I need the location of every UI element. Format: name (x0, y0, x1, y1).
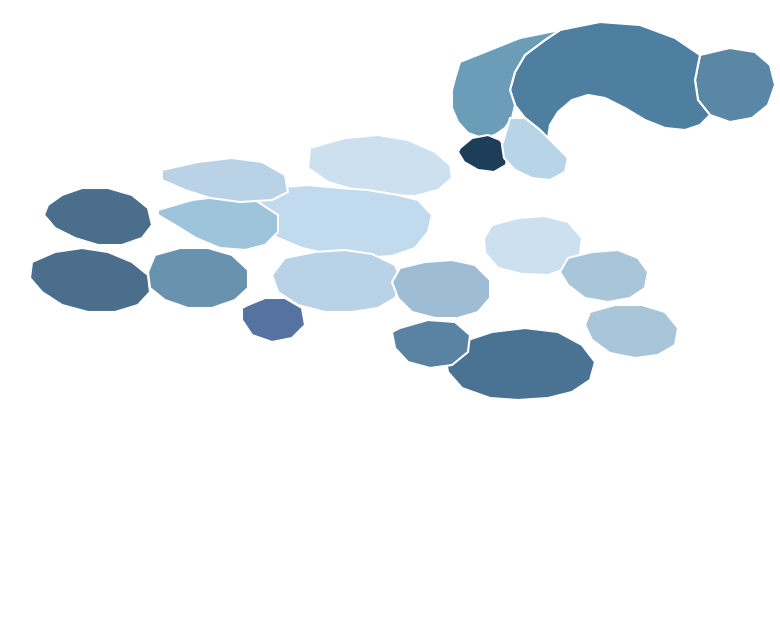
Polygon shape (585, 305, 678, 358)
Polygon shape (392, 320, 470, 368)
Polygon shape (308, 135, 452, 196)
Polygon shape (502, 118, 568, 180)
Polygon shape (510, 22, 710, 138)
Polygon shape (30, 248, 150, 312)
Polygon shape (392, 260, 490, 318)
Polygon shape (242, 298, 305, 342)
Polygon shape (272, 250, 402, 312)
Polygon shape (560, 250, 648, 302)
Polygon shape (484, 216, 582, 275)
Polygon shape (162, 158, 288, 202)
Polygon shape (158, 196, 278, 250)
Polygon shape (148, 248, 248, 308)
Polygon shape (44, 188, 152, 245)
Polygon shape (695, 48, 775, 122)
Polygon shape (235, 185, 432, 258)
Polygon shape (452, 30, 560, 138)
Polygon shape (458, 135, 508, 172)
Polygon shape (445, 328, 595, 400)
